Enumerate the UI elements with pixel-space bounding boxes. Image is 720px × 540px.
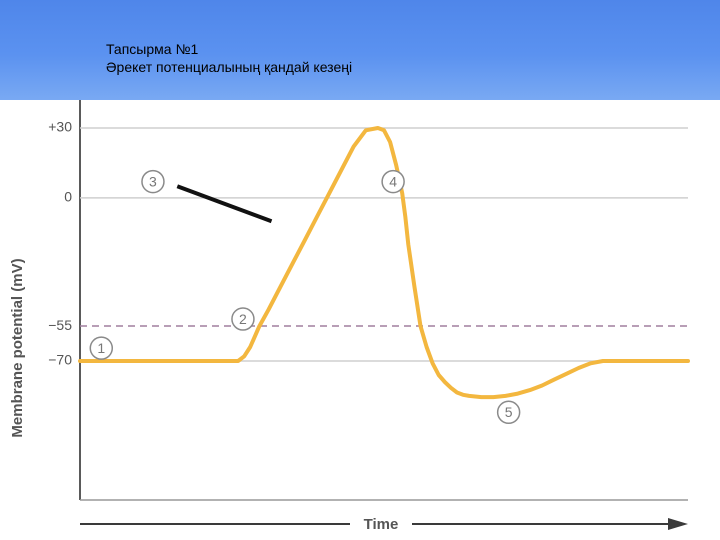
phase-marker: 1	[89, 336, 114, 360]
phase-marker-circle	[496, 400, 521, 425]
phase-marker: 4	[381, 169, 405, 194]
phase-markers: 1 2 3 4 5	[89, 169, 521, 425]
slide-header: Тапсырма №1 Әрекет потенциалының қандай …	[0, 0, 720, 100]
phase-marker-label: 1	[97, 340, 105, 356]
slide-title: Тапсырма №1 Әрекет потенциалының қандай …	[106, 40, 352, 76]
y-tick-labels: +30 0 −55 −70	[48, 119, 72, 368]
y-tick-label: 0	[64, 189, 72, 205]
pointer-line	[176, 184, 273, 224]
x-axis-title: Time	[364, 516, 399, 533]
y-axis-title: Membrane potential (mV)	[9, 258, 26, 437]
phase-marker: 5	[496, 400, 521, 425]
phase-marker-label: 5	[505, 404, 513, 420]
phase-marker-label: 4	[389, 173, 397, 189]
y-tick-label: −70	[48, 352, 72, 368]
phase-marker-label: 3	[149, 173, 157, 189]
phase-marker-circle	[231, 307, 255, 331]
phase-marker-circle	[89, 336, 114, 360]
y-tick-label: +30	[48, 119, 72, 135]
phase-marker: 3	[141, 169, 165, 194]
title-line-1: Тапсырма №1	[106, 41, 199, 57]
series-line	[78, 126, 690, 400]
title-line-2: Әрекет потенциалының қандай кезеңі	[106, 59, 353, 75]
action-potential-chart: +30 0 −55 −70 Membrane potential (mV) 1 2 3 4 5…	[9, 100, 690, 533]
phase-marker-circle	[381, 169, 405, 194]
series	[78, 126, 690, 400]
phase-marker-label: 2	[239, 311, 247, 327]
phase-marker-circle	[141, 169, 165, 194]
y-tick-label: −55	[48, 317, 72, 333]
gridlines	[80, 127, 688, 362]
phase-marker: 2	[231, 307, 255, 331]
time-arrow-head-icon	[668, 518, 688, 530]
